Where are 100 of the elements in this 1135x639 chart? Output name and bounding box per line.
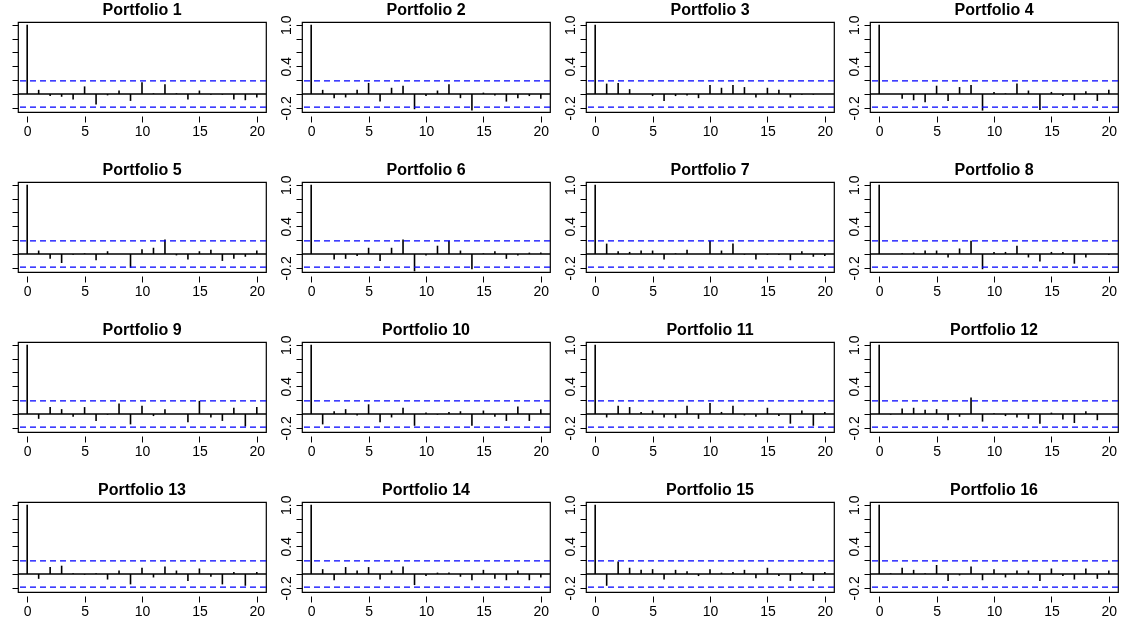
y-tick-label: -0.2	[277, 416, 294, 441]
chart-title: Portfolio 11	[666, 321, 754, 339]
x-tick-label: 0	[591, 602, 600, 619]
x-tick-label: 0	[307, 282, 316, 299]
x-tick-label: 20	[1101, 442, 1118, 459]
x-tick-label: 15	[1044, 282, 1060, 299]
chart-title: Portfolio 6	[386, 161, 466, 179]
x-tick-label: 15	[1044, 122, 1060, 139]
chart-title: Portfolio 8	[954, 161, 1034, 179]
y-tick-label: 0.4	[277, 376, 294, 397]
x-tick-label: 15	[476, 602, 492, 619]
x-tick-label: 5	[933, 602, 942, 619]
x-tick-label: 0	[875, 122, 884, 139]
x-tick-label: 15	[476, 442, 492, 459]
y-tick-label: 1.0	[845, 15, 862, 35]
x-tick-label: 5	[649, 442, 658, 459]
chart-title: Portfolio 16	[949, 481, 1039, 499]
x-tick-label: 0	[875, 442, 884, 459]
x-tick-label: 10	[418, 602, 435, 619]
chart-title: Portfolio 12	[949, 321, 1039, 339]
x-tick-label: 5	[649, 122, 658, 139]
x-tick-label: 5	[365, 602, 374, 619]
chart-title: Portfolio 10	[381, 321, 471, 339]
x-tick-label: 5	[365, 282, 374, 299]
x-tick-label: 10	[986, 122, 1003, 139]
x-tick-label: 15	[1044, 602, 1060, 619]
x-tick-label: 15	[760, 602, 776, 619]
chart-title: Portfolio 3	[670, 1, 750, 19]
x-tick-label: 10	[134, 442, 151, 459]
x-tick-label: 5	[933, 282, 942, 299]
x-tick-label: 20	[533, 442, 550, 459]
y-tick-label: -0.2	[561, 576, 578, 601]
y-tick-label: 0.4	[845, 216, 862, 237]
x-tick-label: 10	[702, 602, 719, 619]
x-tick-label: 5	[81, 442, 90, 459]
x-tick-label: 15	[1044, 442, 1060, 459]
y-tick-label: 0.4	[277, 216, 294, 237]
chart-title: Portfolio 7	[670, 161, 750, 179]
x-tick-label: 15	[192, 122, 208, 139]
x-tick-label: 15	[760, 442, 776, 459]
x-tick-label: 5	[649, 282, 658, 299]
y-tick-label: -0.2	[561, 256, 578, 281]
x-tick-label: 10	[986, 442, 1003, 459]
x-tick-label: 5	[365, 122, 374, 139]
x-tick-label: 15	[760, 282, 776, 299]
y-tick-label: 0.4	[561, 216, 578, 237]
x-tick-label: 20	[249, 602, 266, 619]
chart-title: Portfolio 9	[102, 321, 182, 338]
chart-title: Portfolio 4	[954, 1, 1034, 19]
y-tick-label: 1.0	[277, 15, 294, 35]
x-tick-label: 10	[134, 122, 151, 139]
x-tick-label: 10	[702, 442, 719, 459]
y-tick-label: -0.2	[277, 96, 294, 121]
x-tick-label: 20	[249, 442, 266, 459]
x-tick-label: 0	[23, 282, 32, 299]
x-tick-label: 20	[817, 442, 834, 459]
x-tick-label: 5	[365, 442, 374, 459]
y-tick-label: 0.4	[277, 536, 294, 557]
x-tick-label: 5	[933, 442, 942, 459]
y-tick-label: 0.4	[845, 376, 862, 397]
y-tick-label: 0.4	[277, 56, 294, 77]
x-tick-label: 20	[817, 602, 834, 619]
chart-title: Portfolio 13	[97, 481, 187, 498]
x-tick-label: 0	[591, 122, 600, 139]
x-tick-label: 10	[418, 282, 435, 299]
x-tick-label: 10	[986, 602, 1003, 619]
y-tick-label: 1.0	[845, 495, 862, 515]
x-tick-label: 0	[307, 122, 316, 139]
y-tick-label: -0.2	[845, 576, 862, 601]
x-tick-label: 20	[1101, 282, 1118, 299]
y-tick-label: 1.0	[561, 495, 578, 515]
x-tick-label: 10	[702, 122, 719, 139]
y-tick-label: -0.2	[845, 96, 862, 121]
x-tick-label: 0	[307, 602, 316, 619]
y-tick-label: 0.4	[561, 56, 578, 77]
x-tick-label: 5	[81, 282, 90, 299]
y-tick-label: -0.2	[845, 416, 862, 441]
chart-title: Portfolio 1	[102, 1, 182, 18]
y-tick-label: 0.4	[845, 56, 862, 77]
x-tick-label: 10	[702, 282, 719, 299]
chart-title: Portfolio 2	[386, 1, 466, 19]
x-tick-label: 0	[23, 122, 32, 139]
chart-title: Portfolio 15	[665, 481, 755, 499]
x-tick-label: 15	[192, 282, 208, 299]
x-tick-label: 20	[533, 602, 550, 619]
y-tick-label: 1.0	[561, 335, 578, 355]
y-tick-label: 1.0	[277, 175, 294, 195]
x-tick-label: 20	[533, 122, 550, 139]
x-tick-label: 0	[23, 442, 32, 459]
y-tick-label: -0.2	[845, 256, 862, 281]
x-tick-label: 20	[817, 122, 834, 139]
y-tick-label: -0.2	[561, 416, 578, 441]
x-tick-label: 20	[1101, 602, 1118, 619]
y-tick-label: 1.0	[561, 175, 578, 195]
x-tick-label: 15	[760, 122, 776, 139]
y-tick-label: 1.0	[561, 15, 578, 35]
x-tick-label: 10	[418, 442, 435, 459]
x-tick-label: 5	[649, 602, 658, 619]
x-tick-label: 5	[933, 122, 942, 139]
chart-title: Portfolio 14	[381, 481, 471, 499]
